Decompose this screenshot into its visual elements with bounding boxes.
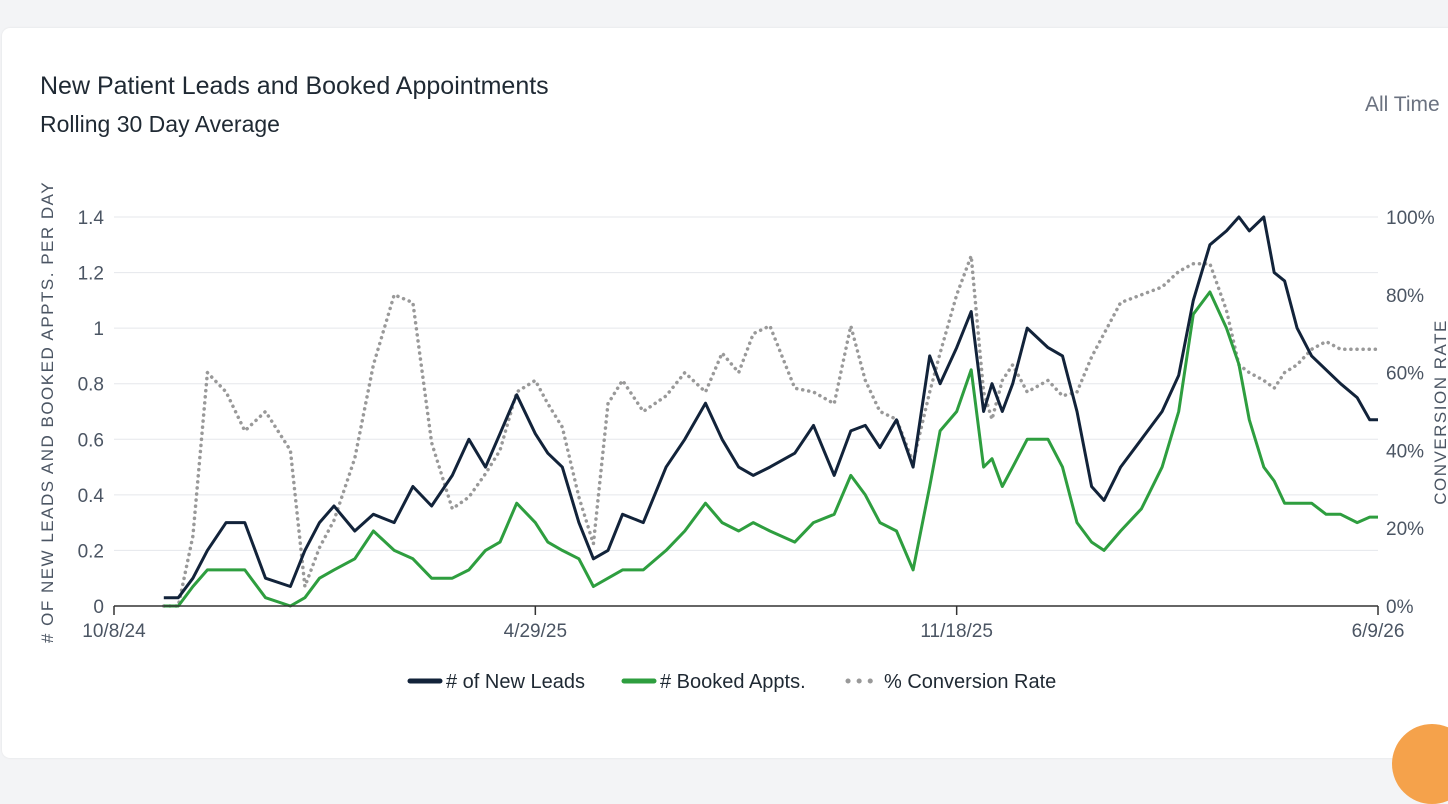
- left-axis-title: # OF NEW LEADS AND BOOKED APPTS. PER DAY: [38, 181, 57, 643]
- y2-tick-label: 100%: [1386, 208, 1435, 229]
- right-axis-title: CONVERSION RATE: [1431, 319, 1448, 505]
- line-chart: 00.20.40.60.811.21.4 0%20%40%60%80%100% …: [38, 181, 1448, 693]
- x-axis-ticks: 10/8/24 4/29/25 11/18/25 6/9/26: [82, 621, 1404, 642]
- x-tick-label: 6/9/26: [1352, 621, 1405, 642]
- y2-tick-label: 0%: [1386, 597, 1414, 618]
- chart-title: New Patient Leads and Booked Appointment…: [40, 72, 549, 100]
- y-tick-label: 0.6: [78, 430, 104, 451]
- y2-tick-label: 60%: [1386, 364, 1424, 385]
- y-tick-label: 1: [93, 319, 104, 340]
- chart-card: [2, 28, 1448, 758]
- x-tick-label: 10/8/24: [82, 621, 146, 642]
- y2-tick-label: 20%: [1386, 519, 1424, 540]
- gridlines: [114, 216, 1378, 551]
- y2-tick-label: 80%: [1386, 286, 1424, 307]
- left-axis-ticks: 0 0.2 0.4 0.6 0.8 1 1.2 1.4: [78, 208, 105, 618]
- legend-label[interactable]: % Conversion Rate: [884, 671, 1056, 693]
- x-tick-label: 11/18/25: [920, 621, 993, 642]
- y-tick-label: 0.8: [78, 375, 104, 396]
- x-tick-label: 4/29/25: [504, 621, 567, 642]
- y-tick-label: 1.2: [78, 264, 104, 285]
- legend: # of New Leads # Booked Appts. % Conversio…: [407, 671, 1056, 693]
- axes: [113, 605, 1379, 615]
- y-tick-label: 1.4: [78, 208, 105, 229]
- right-axis-ticks: 0% 20% 40% 60% 80% 100%: [1386, 208, 1435, 618]
- y2-tick-label: 40%: [1386, 441, 1424, 462]
- y-tick-label: 0.4: [78, 486, 105, 507]
- chart-subtitle: Rolling 30 Day Average: [40, 111, 280, 137]
- legend-label[interactable]: # of New Leads: [446, 671, 585, 693]
- series-line-new-leads: [163, 215, 1378, 600]
- series-line-booked-appts: [163, 290, 1378, 608]
- y-tick-label: 0.2: [78, 541, 104, 562]
- series-layer: [162, 215, 1380, 608]
- legend-label[interactable]: # Booked Appts.: [660, 671, 806, 693]
- y-tick-label: 0: [93, 597, 104, 618]
- time-range-selector[interactable]: All Time: [1365, 93, 1440, 116]
